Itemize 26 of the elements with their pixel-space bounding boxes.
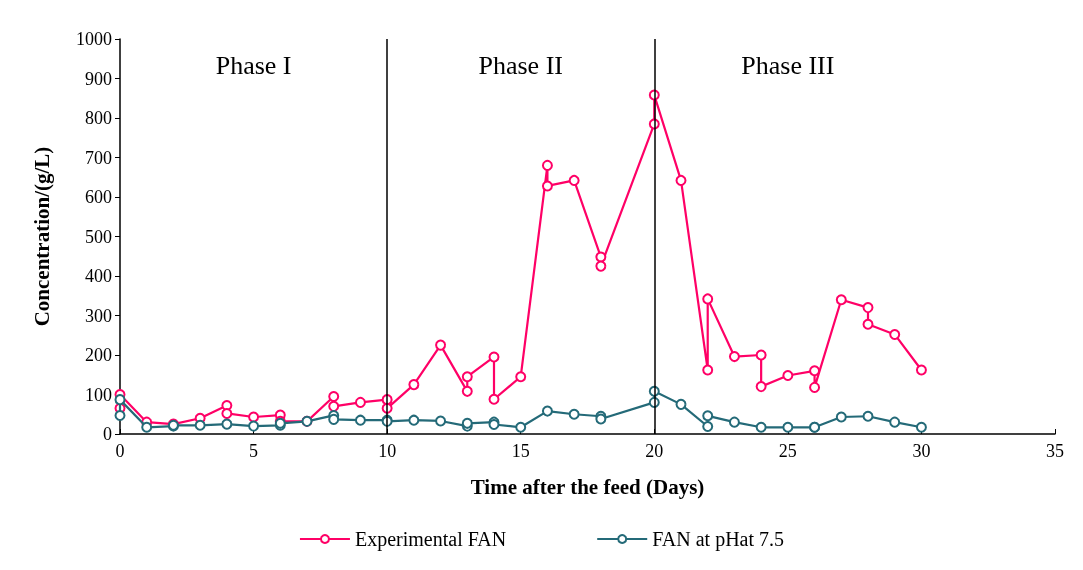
- y-tick-label: 1000: [76, 29, 112, 49]
- x-tick-label: 15: [511, 441, 530, 461]
- x-tick-label: 25: [778, 441, 797, 461]
- y-tick-label: 400: [85, 266, 112, 286]
- y-tick-label: 700: [85, 147, 112, 168]
- annotation: Phase II: [478, 50, 563, 80]
- y-tick-label: 500: [85, 226, 112, 247]
- x-tick-label: 10: [378, 441, 397, 461]
- legend-label: Experimental FAN: [354, 528, 507, 551]
- annotation: Phase III: [741, 50, 835, 80]
- y-tick-label: 300: [85, 305, 112, 326]
- x-axis-title: Time after the feed (Days): [470, 474, 705, 499]
- x-tick-label: 0: [115, 441, 125, 461]
- y-tick-label: 600: [85, 187, 112, 207]
- x-tick-label: 20: [645, 441, 664, 461]
- y-tick-label: 200: [85, 345, 112, 365]
- legend-label: FAN at pHat 7.5: [652, 528, 785, 551]
- x-tick-label: 30: [912, 441, 931, 461]
- annotation: Phase I: [215, 50, 292, 80]
- y-tick-label: 0: [103, 424, 112, 444]
- y-tick-label: 900: [85, 68, 112, 89]
- y-tick-label: 100: [85, 384, 112, 405]
- x-tick-label: 35: [1046, 441, 1064, 461]
- x-tick-label: 5: [249, 441, 259, 461]
- y-axis-title: Concentration/(g/L): [29, 146, 54, 327]
- y-tick-label: 800: [85, 108, 112, 128]
